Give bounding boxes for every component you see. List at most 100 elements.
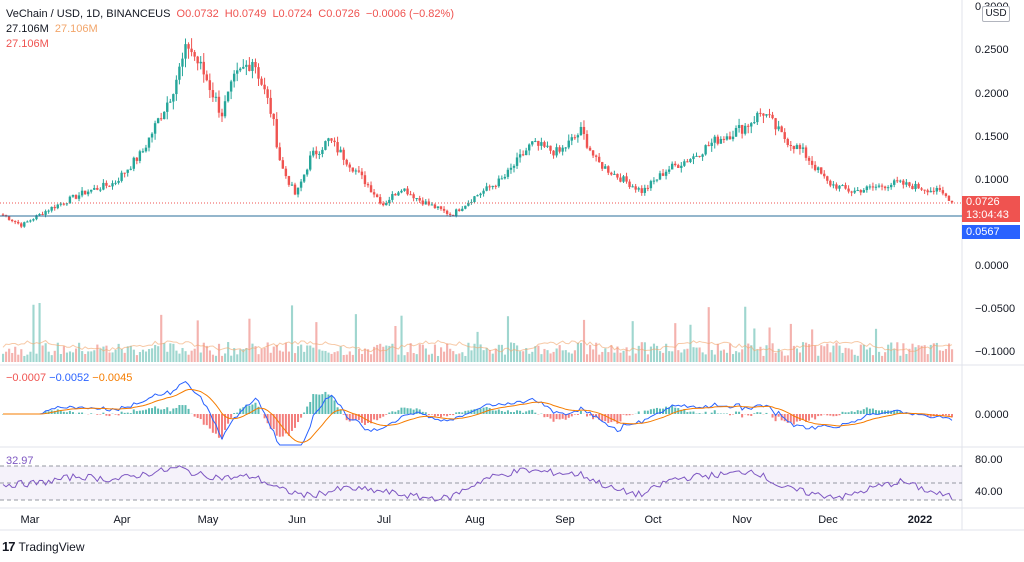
candle-body (159, 118, 163, 120)
macd-histogram-bar (503, 411, 506, 414)
macd-histogram-bar (461, 412, 464, 414)
candle-body (917, 183, 920, 189)
volume-bar (528, 353, 531, 362)
candle-body (166, 102, 169, 112)
volume-bar (677, 350, 680, 362)
volume-bar (598, 354, 601, 362)
volume-bar (808, 344, 811, 362)
candle-body (786, 139, 789, 146)
macd-histogram-bar (96, 414, 99, 415)
candle-body (871, 186, 875, 188)
candle-body (248, 64, 251, 71)
candle-body (935, 187, 938, 192)
candle-body (455, 209, 458, 216)
volume-bar (516, 345, 519, 362)
macd-histogram-bar (233, 413, 236, 414)
candle-body (692, 156, 695, 160)
macd-histogram-bar (284, 414, 287, 434)
volume-bar (570, 353, 573, 362)
macd-histogram-bar (561, 414, 564, 419)
candle-body (132, 157, 135, 169)
candle-body (35, 215, 38, 220)
open-value: O0.0732 (176, 8, 219, 20)
volume-bar (20, 349, 23, 362)
volume-bar (692, 347, 695, 362)
macd-histogram-bar (774, 414, 777, 422)
volume-bar (531, 351, 534, 362)
candle-body (178, 66, 181, 80)
volume-bar (117, 343, 120, 362)
candle-body (339, 149, 342, 153)
candle-body (65, 203, 69, 205)
candle-body (324, 141, 327, 150)
macd-histogram-bar (62, 411, 65, 414)
macd-histogram-bar (756, 412, 759, 414)
macd-histogram-bar (421, 411, 424, 414)
macd-histogram-bar (367, 414, 369, 423)
volume-bar (935, 342, 938, 362)
macd-histogram-bar (601, 414, 604, 421)
volume-bar (17, 354, 20, 362)
candle-body (23, 222, 26, 227)
volume-bar (549, 353, 552, 362)
volume-bar (281, 351, 284, 362)
macd-histogram-bar (643, 410, 646, 414)
tradingview-brand[interactable]: 17 TradingView (2, 539, 85, 554)
volume-bar (287, 351, 291, 362)
volume-bar (135, 355, 138, 362)
macd-histogram-bar (765, 412, 768, 414)
volume-bar (637, 345, 640, 362)
volume-bar (318, 349, 321, 362)
candle-body (549, 145, 552, 151)
macd-histogram-bar (360, 414, 363, 423)
candle-body (506, 169, 510, 177)
level-price-badge: 0.0567 (962, 225, 1020, 239)
x-axis-tick: Jul (377, 514, 391, 526)
candle-body (153, 123, 157, 134)
candle-body (613, 173, 616, 175)
currency-button[interactable]: USD (982, 6, 1010, 22)
candle-body (631, 186, 634, 188)
volume-bar (96, 344, 99, 362)
candle-body (950, 200, 954, 203)
volume-bar (643, 342, 646, 362)
macd-histogram-bar (144, 409, 147, 414)
candle-body (597, 156, 601, 163)
candle-body (105, 182, 108, 186)
volume-bar (403, 355, 406, 362)
candle-body (743, 125, 747, 134)
candle-body (436, 206, 440, 209)
volume-bar (844, 347, 847, 362)
macd-histogram-bar (394, 411, 397, 414)
volume-legend-1: 27.106M 27.106M (6, 23, 101, 35)
volume-bar (157, 346, 160, 362)
volume-bar (567, 352, 570, 362)
candle-body (552, 150, 555, 156)
candle-body (710, 142, 713, 146)
volume-bar (668, 351, 671, 362)
candle-body (458, 209, 461, 211)
volume-bar (345, 354, 348, 362)
candle-body (330, 138, 333, 141)
macd-histogram-bar (497, 409, 500, 414)
candle-body (147, 137, 151, 148)
macd-histogram-bar (306, 406, 309, 414)
candle-body (299, 181, 303, 188)
macd-histogram-bar (555, 414, 558, 420)
volume-bar (604, 348, 607, 362)
candle-body (610, 172, 613, 175)
candle-body (689, 159, 692, 163)
candle-body (473, 196, 476, 203)
candle-body (321, 149, 324, 154)
price-axis-tick: 0.2500 (975, 44, 1009, 56)
price-axis-tick: 0.1000 (975, 174, 1009, 186)
macd-histogram-bar (330, 395, 333, 414)
volume-bar (160, 314, 163, 362)
macd-histogram-bar (607, 414, 610, 423)
candle-body (844, 185, 847, 189)
macd-histogram-bar (78, 412, 81, 414)
volume-bar (917, 345, 920, 362)
volume-bar (388, 345, 391, 362)
candle-body (604, 166, 607, 169)
